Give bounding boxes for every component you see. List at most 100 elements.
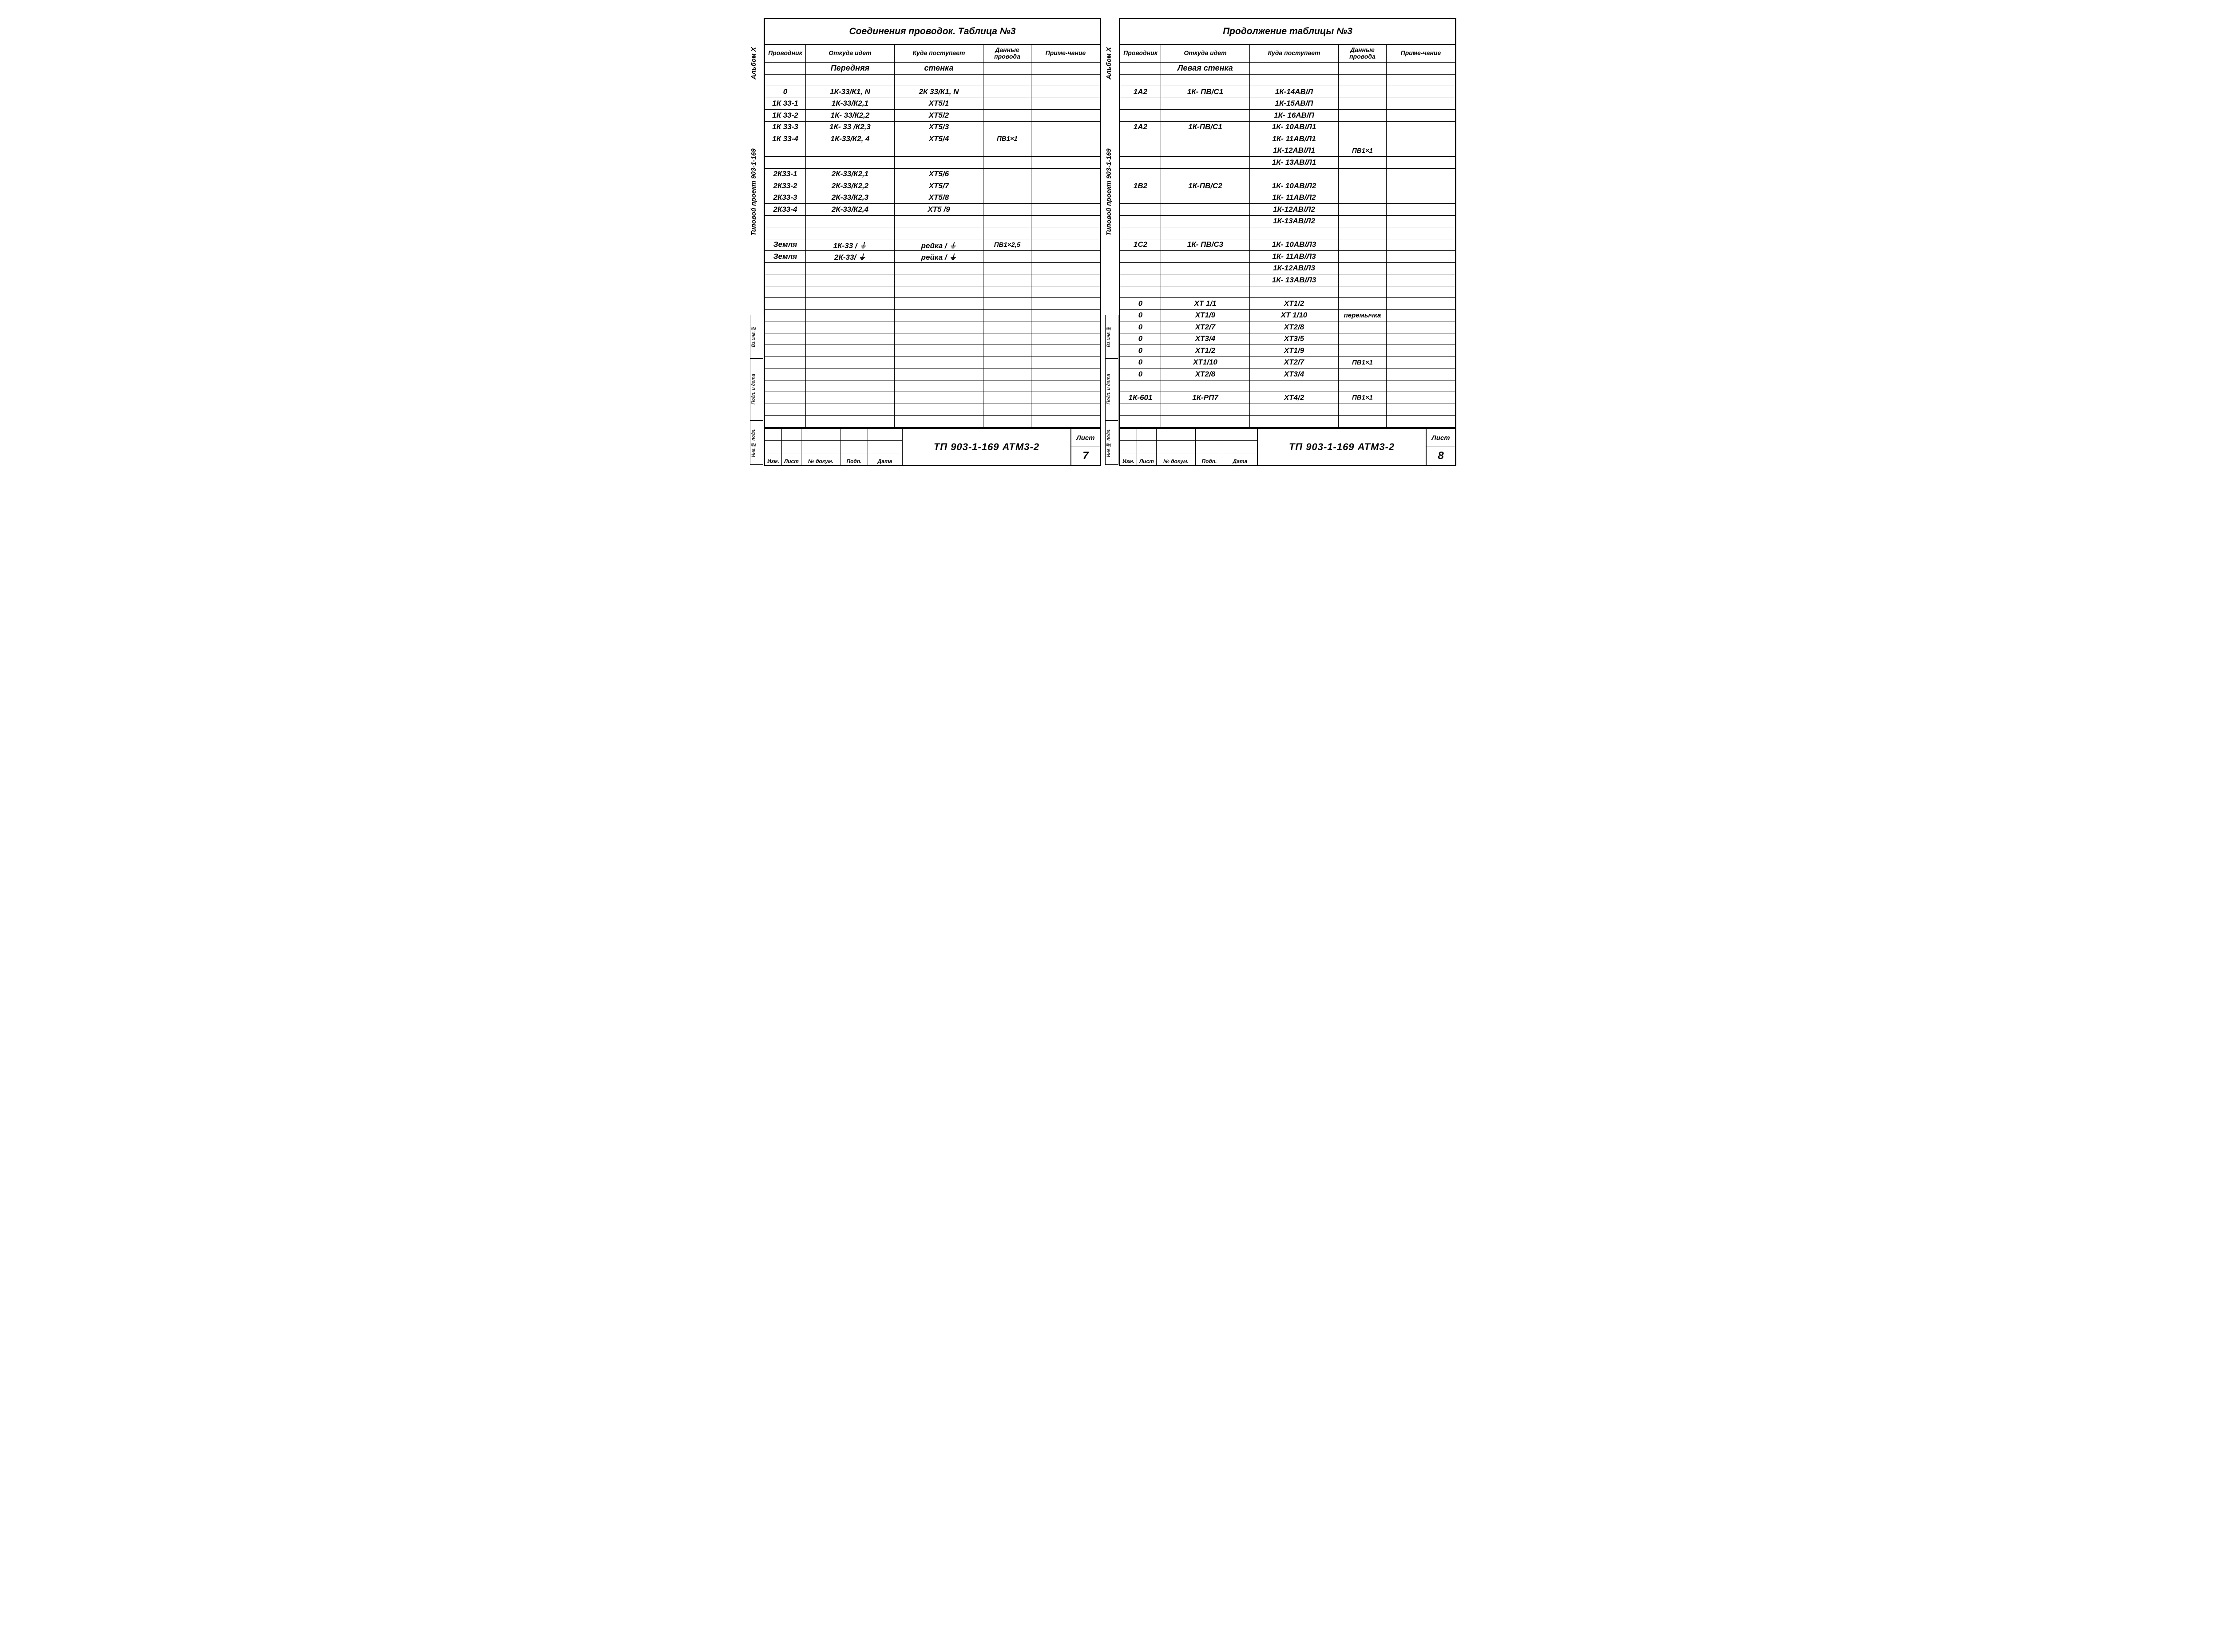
cell-c3: 1К- 10АВ/Л1	[1250, 122, 1339, 133]
cell-c5	[1387, 63, 1455, 74]
cell-c2	[1161, 98, 1250, 110]
cell-c5	[1031, 86, 1100, 98]
cell-c3: 1К- 11АВ/Л3	[1250, 251, 1339, 262]
table-row: 1С21К- ПВ/С31К- 10АВ/Л3	[1120, 239, 1455, 251]
cell-c4	[1339, 157, 1387, 168]
cell-c5	[1387, 216, 1455, 227]
column-headers: Проводник Откуда идет Куда поступает Дан…	[1120, 45, 1455, 63]
cell-c2	[1161, 204, 1250, 215]
cell-c5	[1387, 192, 1455, 204]
rev-podp: Подп.	[1196, 453, 1223, 465]
table-row	[765, 157, 1100, 169]
rev-ndok: № докум.	[801, 453, 840, 465]
cell-c1: 0	[1120, 333, 1161, 345]
cell-c3	[895, 145, 983, 157]
cell-c3	[1250, 227, 1339, 239]
table-row: 1К-13АВ/Л2	[1120, 216, 1455, 228]
cell-c1	[1120, 251, 1161, 262]
table-row: 01К-33/К1, N2К 33/К1, N	[765, 86, 1100, 98]
cell-c3	[1250, 380, 1339, 392]
cell-c5	[1031, 169, 1100, 180]
sheet-title: Продолжение таблицы №3	[1120, 19, 1455, 45]
cell-c5	[1387, 145, 1455, 157]
cell-c2	[1161, 169, 1250, 180]
cell-c2	[1161, 216, 1250, 227]
table-row: 1К 33-31К- 33 /К2,3ХТ5/3	[765, 122, 1100, 134]
cell-c2: ХТ3/4	[1161, 333, 1250, 345]
table-row: 1К 33-21К- 33/К2,2ХТ5/2	[765, 110, 1100, 122]
cell-c2: ХТ2/8	[1161, 368, 1250, 380]
table-row	[1120, 380, 1455, 392]
cell-c2	[806, 392, 895, 404]
cell-c4	[983, 310, 1031, 321]
cell-c5	[1031, 133, 1100, 145]
cell-c4: ПВ1×1	[1339, 145, 1387, 157]
table-row	[765, 227, 1100, 239]
title-block: Изм. Лист № докум. Подп. Дата ТП 903-1-1…	[765, 428, 1100, 465]
table-row	[765, 310, 1100, 322]
cell-c5	[1031, 75, 1100, 86]
table-row: Передняястенка	[765, 63, 1100, 75]
cell-c4	[983, 169, 1031, 180]
cell-c4	[1339, 251, 1387, 262]
cell-c5	[1387, 310, 1455, 321]
data-rows-8: Левая стенка1А21К- ПВ/С11К-14АВ/Л1К-15АВ…	[1120, 63, 1455, 428]
cell-c1	[1120, 169, 1161, 180]
cell-c5	[1031, 251, 1100, 262]
stamp-inv: Инв.№ подл.	[1105, 420, 1118, 465]
cell-c5	[1031, 180, 1100, 192]
data-rows-7: Передняястенка 01К-33/К1, N2К 33/К1, N 1К …	[765, 63, 1100, 428]
page-label: Лист	[1071, 429, 1100, 447]
cell-c3: ХТ4/2	[1250, 392, 1339, 404]
cell-c2	[1161, 75, 1250, 86]
cell-c1: 0	[1120, 298, 1161, 309]
cell-c2	[1161, 263, 1250, 274]
table-row	[765, 368, 1100, 380]
cell-c3: 1К-12АВ/Л1	[1250, 145, 1339, 157]
cell-c2: 1К- 33/К2,2	[806, 110, 895, 121]
table-row: 1К 33-41К-33/К2, 4ХТ5/4ПВ1×1	[765, 133, 1100, 145]
cell-c5	[1031, 286, 1100, 298]
cell-c4	[1339, 75, 1387, 86]
stamp-inv: Инв.№ подл.	[750, 420, 763, 465]
cell-c4	[983, 192, 1031, 204]
cell-c4	[1339, 192, 1387, 204]
table-row	[765, 345, 1100, 357]
cell-c4	[983, 227, 1031, 239]
cell-c5	[1387, 157, 1455, 168]
cell-c1	[765, 368, 806, 380]
cell-c1	[765, 380, 806, 392]
cell-c4	[983, 345, 1031, 357]
cell-c5	[1387, 263, 1455, 274]
hdr-otkuda: Откуда идет	[1161, 45, 1250, 62]
cell-c5	[1387, 98, 1455, 110]
cell-c1	[1120, 110, 1161, 121]
cell-c5	[1387, 133, 1455, 145]
column-headers: Проводник Откуда идет Куда поступает Дан…	[765, 45, 1100, 63]
cell-c2: 2К-33/К2,4	[806, 204, 895, 215]
page-number: 7	[1071, 447, 1100, 465]
cell-c5	[1031, 321, 1100, 333]
cell-c2: 1К-33/К2, 4	[806, 133, 895, 145]
cell-c4	[983, 416, 1031, 427]
cell-c1	[765, 227, 806, 239]
cell-c5	[1031, 298, 1100, 309]
cell-c4	[983, 368, 1031, 380]
table-row	[1120, 416, 1455, 428]
sheet-title: Соединения проводок. Таблица №3	[765, 19, 1100, 45]
cell-c1	[765, 392, 806, 404]
cell-c3	[895, 345, 983, 357]
table-row	[765, 416, 1100, 428]
rev-list: Лист	[782, 453, 801, 465]
cell-c1	[765, 333, 806, 345]
cell-c5	[1387, 204, 1455, 215]
cell-c3: ХТ5/2	[895, 110, 983, 121]
cell-c2: 1К-33/К1, N	[806, 86, 895, 98]
stamp-column: Вз.инв.№ Подп. и дата Инв.№ подл.	[1105, 315, 1118, 465]
table-row: 1К-12АВ/Л1ПВ1×1	[1120, 145, 1455, 157]
cell-c5	[1031, 227, 1100, 239]
cell-c3: ХТ5/1	[895, 98, 983, 110]
table-row: Земля2К-33/ ⏚рейка / ⏚	[765, 251, 1100, 263]
cell-c2	[806, 298, 895, 309]
cell-c1	[1120, 133, 1161, 145]
